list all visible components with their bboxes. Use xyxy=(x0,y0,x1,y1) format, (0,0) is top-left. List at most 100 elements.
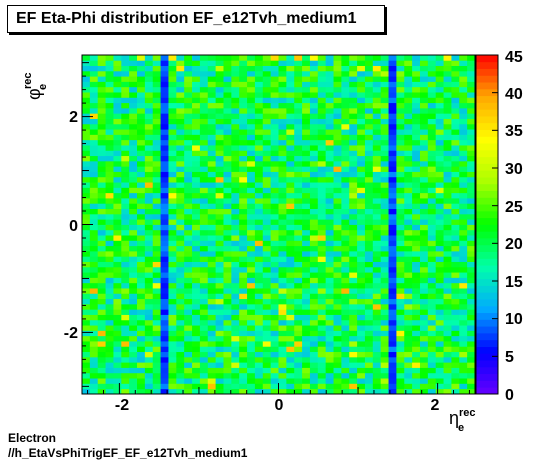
heatmap-cell xyxy=(396,182,405,188)
heatmap-cell xyxy=(121,319,130,326)
heatmap-cell xyxy=(129,81,138,88)
heatmap-cell xyxy=(192,123,201,130)
heatmap-cell xyxy=(121,166,130,172)
heatmap-cell xyxy=(467,182,476,188)
heatmap-cell xyxy=(144,118,154,125)
heatmap-cell xyxy=(89,55,99,61)
heatmap-cell xyxy=(176,208,185,215)
heatmap-cell xyxy=(443,224,452,231)
heatmap-cell xyxy=(207,229,217,236)
heatmap-cell xyxy=(262,319,272,326)
y-tick-label-2: 2 xyxy=(69,109,78,126)
heatmap-cell xyxy=(278,356,287,363)
heatmap-cell xyxy=(97,182,106,188)
heatmap-cell xyxy=(435,319,444,326)
heatmap-cell xyxy=(333,176,342,183)
heatmap-cell xyxy=(199,319,209,326)
palette-segment xyxy=(476,82,498,90)
heatmap-cell xyxy=(270,155,279,162)
heatmap-cell xyxy=(325,224,334,231)
heatmap-cell xyxy=(207,235,217,241)
heatmap-cell xyxy=(388,261,397,268)
heatmap-cell xyxy=(341,65,350,72)
heatmap-cell xyxy=(89,356,99,363)
heatmap-cell xyxy=(89,303,99,310)
heatmap-cell xyxy=(349,330,358,337)
heatmap-cell xyxy=(325,240,334,247)
heatmap-cell xyxy=(278,325,287,331)
heatmap-cell xyxy=(459,261,468,268)
heatmap-cell xyxy=(286,356,295,363)
heatmap-cell xyxy=(404,145,413,151)
heatmap-cell xyxy=(105,335,114,342)
heatmap-cell xyxy=(207,176,217,183)
y-tick-label-neg2: -2 xyxy=(64,325,78,342)
heatmap-cell xyxy=(215,176,224,183)
heatmap-cell xyxy=(207,298,217,305)
heatmap-cell xyxy=(451,203,460,210)
heatmap-cell xyxy=(341,256,350,262)
heatmap-cell xyxy=(137,134,146,141)
heatmap-cell xyxy=(443,208,452,215)
heatmap-cell xyxy=(129,123,138,130)
heatmap-cell xyxy=(341,187,350,194)
heatmap-cell xyxy=(121,76,130,82)
palette-segment xyxy=(476,271,498,280)
heatmap-cell xyxy=(404,277,413,284)
heatmap-cell xyxy=(192,282,201,289)
heatmap-cell xyxy=(152,60,161,66)
heatmap-cell xyxy=(341,383,350,390)
heatmap-cell xyxy=(152,150,161,157)
axis-ticks xyxy=(82,62,470,394)
heatmap-cell xyxy=(357,272,366,278)
heatmap-cell xyxy=(357,60,366,66)
heatmap-cell xyxy=(278,113,287,119)
heatmap-cell xyxy=(82,92,91,98)
heatmap-cell xyxy=(388,150,397,157)
heatmap-cell xyxy=(451,187,460,194)
heatmap-cell xyxy=(199,224,209,231)
heatmap-cell xyxy=(435,309,444,315)
heatmap-cell xyxy=(349,102,358,109)
heatmap-cell xyxy=(192,187,201,194)
heatmap-cell xyxy=(176,155,185,162)
heatmap-cell xyxy=(239,362,248,368)
heatmap-cell xyxy=(137,76,146,82)
heatmap-cell xyxy=(317,123,327,130)
heatmap-cell xyxy=(176,182,185,188)
heatmap-cell xyxy=(160,92,169,98)
heatmap-cell xyxy=(113,102,122,109)
heatmap-cell xyxy=(317,160,327,167)
heatmap-cell xyxy=(192,160,201,167)
heatmap-cell xyxy=(215,314,224,321)
heatmap-cell xyxy=(262,388,272,395)
heatmap-cell xyxy=(357,362,366,368)
heatmap-cell xyxy=(144,245,154,252)
heatmap-cell xyxy=(89,123,99,130)
heatmap-cell xyxy=(129,293,138,300)
heatmap-cell xyxy=(184,107,193,114)
heatmap-cell xyxy=(427,198,437,204)
heatmap-cell xyxy=(270,92,279,98)
heatmap-cell xyxy=(207,261,217,268)
heatmap-cell xyxy=(419,182,429,188)
heatmap-cell xyxy=(435,134,444,141)
z-tick-label-25: 25 xyxy=(505,199,523,216)
heatmap-cell xyxy=(137,372,146,379)
heatmap-cell xyxy=(451,150,460,157)
heatmap-cell xyxy=(262,70,272,77)
heatmap-cell xyxy=(404,288,413,294)
heatmap-cell xyxy=(239,341,248,347)
heatmap-cell xyxy=(247,256,256,262)
heatmap-cell xyxy=(160,303,169,310)
heatmap-cell xyxy=(333,166,342,172)
heatmap-cell xyxy=(144,319,154,326)
heatmap-cell xyxy=(192,356,201,363)
heatmap-cell xyxy=(404,176,413,183)
heatmap-cell xyxy=(372,176,382,183)
heatmap-cell xyxy=(278,145,287,151)
heatmap-cell xyxy=(223,282,232,289)
heatmap-cell xyxy=(294,372,303,379)
heatmap-cell xyxy=(97,277,106,284)
heatmap-cell xyxy=(121,187,130,194)
